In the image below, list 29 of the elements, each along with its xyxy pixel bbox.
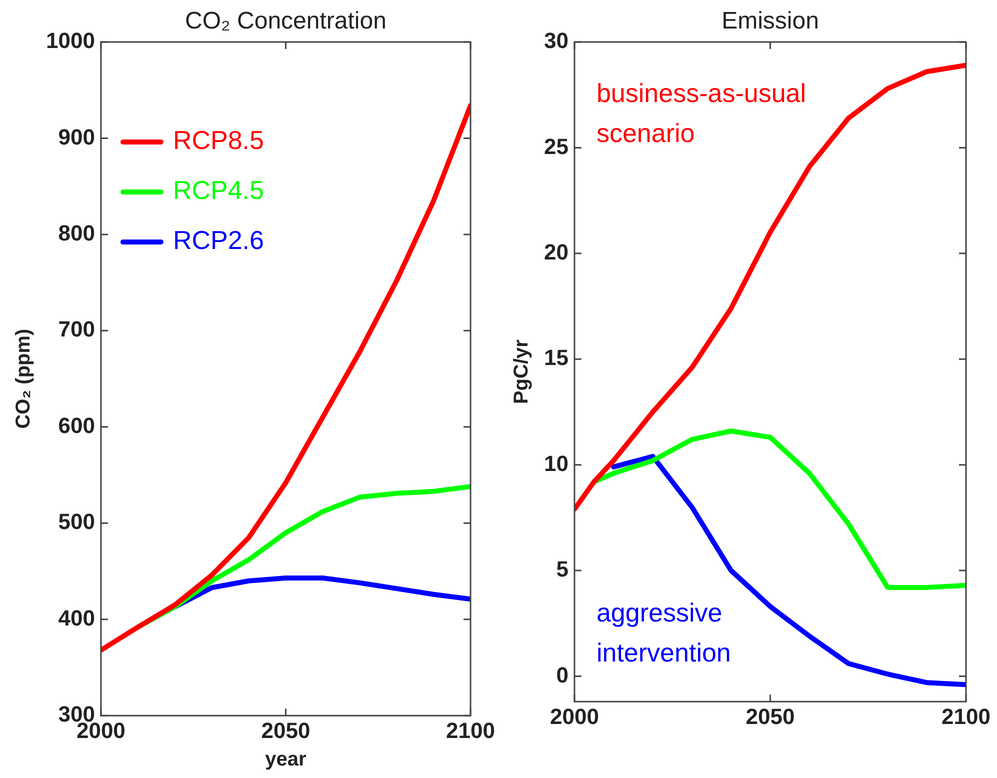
y-tick-label: 10 — [544, 450, 568, 476]
x-tick-label: 2000 — [550, 704, 599, 729]
y-tick-label: 0 — [556, 662, 568, 688]
y-tick-label: 20 — [544, 239, 568, 264]
x-tick-label: 2100 — [446, 718, 496, 743]
y-tick-label: 25 — [544, 134, 568, 159]
legend-label: RCP8.5 — [172, 125, 264, 156]
annotation: business-as-usual scenario — [596, 78, 806, 148]
x-tick-label: 2050 — [746, 704, 795, 729]
y-tick-label: 500 — [58, 509, 95, 534]
x-tick-label: 2100 — [942, 704, 990, 729]
legend-label: RCP2.6 — [172, 225, 264, 256]
annotation: aggressive intervention — [596, 598, 731, 668]
y-axis-title: CO₂ (ppm) — [12, 328, 35, 429]
y-tick-label: 700 — [58, 316, 95, 342]
y-tick-label: 15 — [544, 345, 568, 370]
y-tick-label: 5 — [556, 556, 568, 582]
y-tick-label: 1000 — [46, 28, 95, 54]
chart-title: Emission — [722, 8, 819, 35]
y-tick-label: 800 — [58, 220, 95, 246]
y-tick-label: 600 — [58, 412, 95, 438]
x-tick-label: 2050 — [261, 718, 310, 743]
y-tick-label: 900 — [58, 124, 95, 150]
chart-title: CO₂ Concentration — [185, 8, 386, 35]
x-axis-title: year — [265, 748, 307, 771]
y-tick-label: 30 — [544, 28, 568, 54]
legend-label: RCP4.5 — [172, 175, 264, 206]
y-tick-label: 400 — [58, 605, 95, 630]
y-axis-title: PgC/yr — [510, 339, 533, 404]
